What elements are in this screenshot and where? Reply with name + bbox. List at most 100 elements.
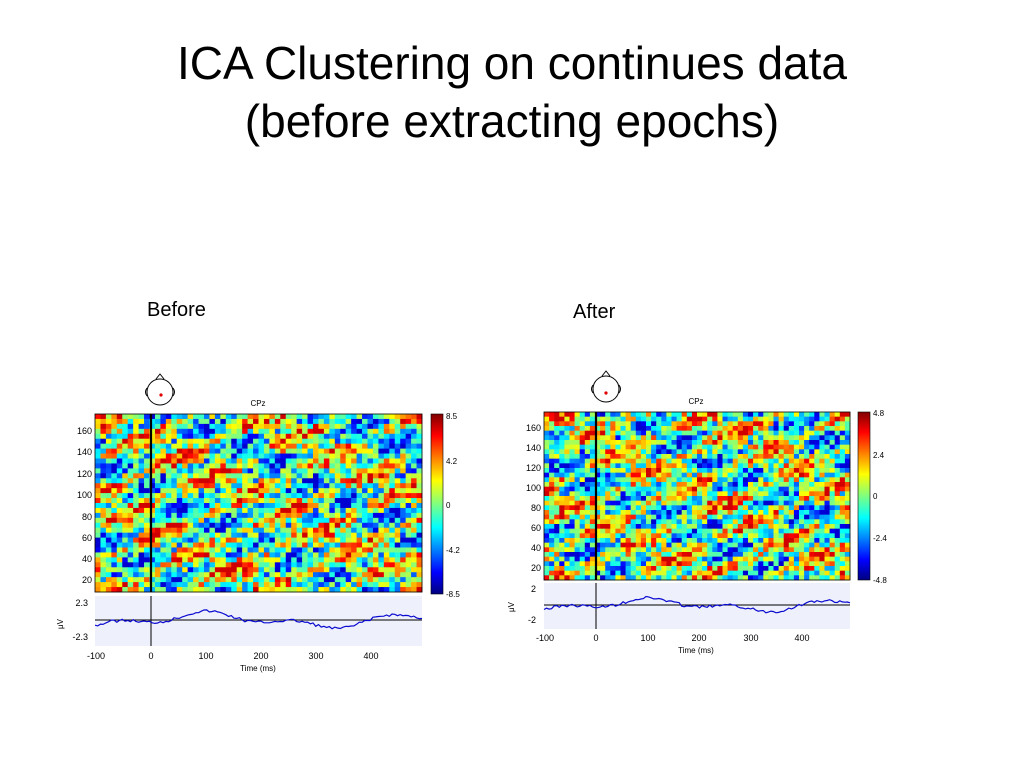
- heatmap-cell: [793, 477, 800, 483]
- heatmap-cell: [263, 463, 270, 469]
- heatmap-cell: [829, 454, 835, 459]
- heatmap-cell: [280, 557, 287, 563]
- heatmap-cell: [165, 468, 172, 474]
- heatmap-cell: [307, 493, 314, 499]
- heatmap-cell: [400, 458, 406, 464]
- heatmap-cell: [253, 453, 259, 459]
- heatmap-cell: [263, 537, 270, 543]
- heatmap-cell: [579, 542, 586, 548]
- heatmap-cell: [285, 582, 292, 588]
- heatmap-cell: [625, 524, 631, 529]
- heatmap-cell: [839, 505, 846, 511]
- heatmap-cell: [116, 577, 123, 583]
- heatmap-cell: [635, 426, 642, 431]
- heatmap-cell: [646, 533, 652, 539]
- heatmap-cell: [773, 421, 779, 427]
- heatmap-cell: [187, 493, 194, 499]
- heatmap-cell: [554, 444, 560, 450]
- heatmap-cell: [367, 468, 374, 474]
- heatmap-cell: [111, 498, 118, 504]
- heatmap-cell: [559, 538, 565, 543]
- heatmap-cell: [204, 423, 210, 430]
- heatmap-cell: [372, 522, 379, 529]
- heatmap-cell: [758, 500, 764, 506]
- heatmap-cell: [564, 477, 570, 483]
- heatmap-cell: [405, 587, 412, 593]
- heatmap-cell: [116, 567, 123, 573]
- heatmap-cell: [127, 428, 134, 435]
- heatmap-cell: [394, 438, 401, 444]
- heatmap-cell: [589, 482, 596, 487]
- heatmap-cell: [400, 542, 406, 548]
- heatmap-cell: [579, 491, 586, 497]
- heatmap-cell: [351, 567, 357, 573]
- heatmap-cell: [307, 453, 314, 459]
- heatmap-cell: [198, 418, 205, 425]
- heatmap-cell: [198, 507, 205, 514]
- heatmap-cell: [263, 438, 270, 444]
- heatmap-cell: [209, 493, 216, 499]
- heatmap-cell: [676, 552, 682, 557]
- heatmap-cell: [809, 566, 815, 571]
- heatmap-cell: [753, 570, 759, 576]
- heatmap-cell: [258, 473, 265, 479]
- heatmap-cell: [671, 449, 677, 455]
- heatmap-cell: [383, 448, 390, 454]
- heatmap-cell: [307, 577, 314, 583]
- heatmap-cell: [559, 449, 565, 455]
- heatmap-cell: [829, 533, 835, 539]
- heatmap-cell: [819, 458, 825, 464]
- heatmap-cell: [285, 532, 292, 538]
- heatmap-cell: [351, 503, 357, 509]
- heatmap-cell: [783, 440, 790, 445]
- heatmap-cell: [544, 496, 550, 501]
- heatmap-cell: [307, 542, 314, 548]
- heatmap-cell: [105, 418, 112, 425]
- heatmap-cell: [242, 433, 248, 440]
- heatmap-cell: [372, 542, 379, 548]
- heatmap-cell: [362, 443, 368, 449]
- heatmap-cell: [176, 582, 183, 588]
- heatmap-cell: [405, 418, 412, 425]
- heatmap-cell: [610, 561, 616, 567]
- heatmap-cell: [171, 428, 178, 435]
- heatmap-cell: [804, 566, 810, 571]
- heatmap-cell: [753, 533, 759, 539]
- heatmap-cell: [334, 552, 341, 558]
- heatmap-cell: [819, 561, 825, 567]
- heatmap-cell: [274, 443, 281, 449]
- heatmap-cell: [394, 478, 401, 484]
- heatmap-cell: [160, 458, 167, 464]
- heatmap-cell: [225, 552, 232, 558]
- heatmap-cell: [307, 552, 314, 558]
- heatmap-cell: [204, 557, 210, 563]
- heatmap-cell: [834, 519, 841, 525]
- heatmap-cell: [707, 472, 713, 478]
- heatmap-cell: [263, 572, 270, 578]
- heatmap-cell: [204, 433, 210, 440]
- heatmap-cell: [809, 449, 815, 455]
- heatmap-cell: [296, 473, 303, 479]
- heatmap-cell: [671, 547, 677, 553]
- heatmap-cell: [182, 433, 188, 440]
- heatmap-cell: [362, 567, 368, 573]
- heatmap-cell: [799, 566, 805, 571]
- heatmap-cell: [564, 505, 570, 511]
- heatmap-cell: [236, 498, 243, 504]
- heatmap-cell: [383, 512, 390, 519]
- heatmap-cell: [225, 488, 232, 494]
- heatmap-cell: [394, 527, 401, 533]
- heatmap-cell: [686, 416, 693, 422]
- heatmap-cell: [686, 463, 693, 469]
- heatmap-cell: [640, 538, 647, 543]
- heatmap-cell: [105, 552, 112, 558]
- heatmap-cell: [231, 572, 237, 578]
- heatmap-cell: [127, 542, 134, 548]
- heatmap-cell: [625, 575, 631, 581]
- heatmap-cell: [819, 500, 825, 506]
- heatmap-cell: [763, 514, 769, 520]
- heatmap-cell: [564, 416, 570, 422]
- heatmap-cell: [138, 438, 145, 444]
- heatmap-cell: [722, 538, 728, 543]
- heatmap-cell: [722, 519, 728, 525]
